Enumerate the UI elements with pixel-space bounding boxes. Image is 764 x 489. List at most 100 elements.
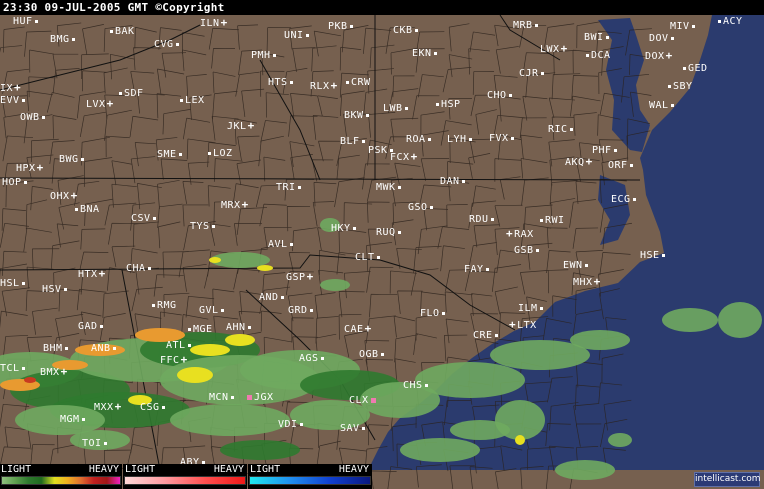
- station-dot-icon: [99, 324, 103, 328]
- station-dot-icon: [346, 80, 349, 84]
- county-line: [545, 423, 571, 447]
- radar-echo: [320, 279, 350, 291]
- county-line: [470, 313, 498, 337]
- radar-echo: [718, 302, 762, 338]
- county-line: [344, 330, 370, 358]
- county-line: [390, 47, 418, 75]
- station-cho: CHO: [487, 91, 514, 101]
- radar-echo: [220, 440, 300, 460]
- county-line: [602, 222, 633, 250]
- county-line: [3, 26, 25, 53]
- station-label: HSP: [441, 99, 461, 110]
- county-line: [212, 288, 235, 310]
- county-line: [318, 269, 344, 296]
- county-line: [31, 248, 60, 270]
- station-dot-icon: [683, 66, 686, 70]
- station-dot-icon: [21, 98, 25, 102]
- county-line: [234, 118, 258, 145]
- county-line: [182, 204, 209, 227]
- station-bmx: BMX+: [40, 366, 69, 378]
- station-jkl: JKL+: [227, 119, 256, 132]
- station-label: CHS: [403, 380, 423, 391]
- station-dox: DOX+: [645, 50, 674, 62]
- county-line: [291, 317, 314, 343]
- county-line: [599, 288, 620, 320]
- county-line: [338, 291, 365, 318]
- station-label: CSG: [140, 402, 160, 413]
- county-line: [413, 333, 437, 355]
- station-mrx: MRX+: [221, 199, 250, 211]
- station-clt: CLT: [355, 253, 382, 263]
- station-ewn: EWN: [563, 261, 590, 271]
- legend-heavy-label: HEAVY: [88, 464, 119, 475]
- station-dot-icon: [613, 148, 617, 152]
- station-label: BWG: [59, 154, 79, 165]
- county-line: [519, 117, 547, 139]
- station-dot-icon: [361, 139, 365, 143]
- station-uni: UNI: [284, 31, 311, 41]
- county-line: [472, 71, 495, 95]
- county-line: [339, 72, 369, 98]
- county-line: [157, 179, 180, 210]
- timestamp: 23:30 09-JUL-2005 GMT: [3, 1, 149, 14]
- radar-site-plus-icon: +: [98, 267, 106, 280]
- station-hsv: HSV: [42, 285, 69, 295]
- station-label: BWI: [584, 32, 604, 43]
- station-label: WAL: [649, 100, 669, 111]
- county-line: [0, 263, 28, 278]
- station-dot-icon: [510, 136, 514, 140]
- county-line: [448, 98, 472, 120]
- station-dot-icon: [397, 185, 401, 189]
- county-line: [472, 185, 496, 207]
- pink-square-icon: [370, 397, 376, 403]
- station-label: ROA: [406, 134, 426, 145]
- intellicast-logo[interactable]: intellicast.com: [694, 472, 761, 487]
- county-line: [111, 183, 137, 208]
- station-cvg: CVG: [154, 40, 181, 50]
- county-line: [449, 465, 475, 489]
- county-line: [84, 198, 113, 226]
- station-dot-icon: [365, 113, 369, 117]
- county-line: [418, 184, 452, 208]
- county-line: [58, 202, 80, 230]
- station-gad: GAD: [78, 322, 105, 332]
- station-label: DOX: [645, 51, 665, 62]
- county-line: [310, 70, 334, 97]
- station-ecg: ECG: [611, 195, 638, 205]
- station-label: CLT: [355, 252, 375, 263]
- station-label: HSL: [0, 278, 20, 289]
- station-dot-icon: [247, 325, 251, 329]
- station-orf: ORF: [608, 161, 635, 171]
- county-line: [211, 47, 236, 69]
- county-line: [572, 309, 602, 337]
- county-line: [182, 263, 207, 292]
- station-dot-icon: [691, 24, 695, 28]
- station-ilm: ILM: [518, 304, 545, 314]
- county-line: [213, 201, 238, 225]
- station-dot-icon: [376, 255, 380, 259]
- station-dot-icon: [441, 311, 445, 315]
- county-line: [448, 180, 470, 202]
- county-line: [287, 292, 313, 322]
- county-line: [576, 21, 601, 49]
- station-label: DCA: [591, 50, 611, 61]
- county-line: [156, 93, 182, 119]
- radar-site-plus-icon: +: [247, 119, 255, 132]
- station-dot-icon: [297, 185, 301, 189]
- station-label: FAY: [464, 264, 484, 275]
- station-ged: GED: [681, 64, 708, 74]
- county-line: [336, 154, 360, 179]
- station-ahn: AHN: [226, 323, 253, 333]
- station-ekn: EKN: [412, 49, 439, 59]
- county-line: [156, 68, 185, 94]
- county-line: [236, 207, 268, 235]
- county-line: [579, 142, 601, 165]
- state-border-tn-ga-nc-sc: [0, 254, 516, 331]
- county-line: [421, 130, 449, 157]
- station-dot-icon: [305, 33, 309, 37]
- station-dot-icon: [299, 422, 303, 426]
- station-dot-icon: [112, 346, 116, 350]
- station-label: UNI: [284, 30, 304, 41]
- radar-site-plus-icon: +: [410, 150, 418, 163]
- county-line: [213, 158, 243, 182]
